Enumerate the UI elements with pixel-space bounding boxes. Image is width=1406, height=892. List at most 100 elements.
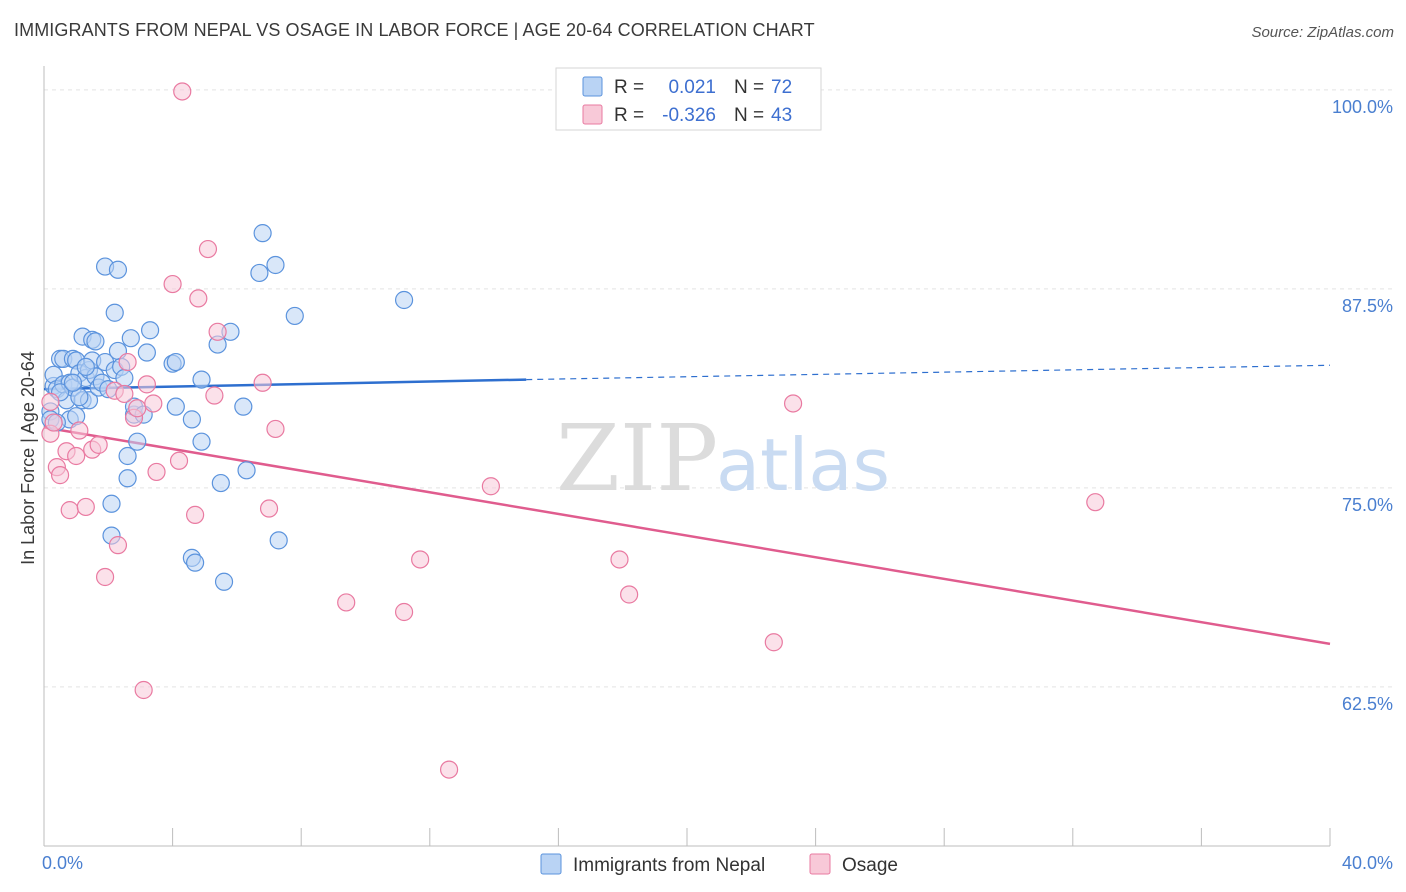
point-osage [764,633,783,652]
legend-label: Osage [842,855,898,876]
point-osage [337,593,356,612]
legend-label: Immigrants from Nepal [573,855,765,876]
point-nepal [105,303,124,322]
point-nepal [186,553,205,572]
point-nepal [234,397,253,416]
legend-top: R = 0.021 N = 72 R = -0.326 N = 43 [555,67,822,131]
legend-n-value: 72 [771,77,792,98]
legend-swatch [809,853,831,875]
y-tick-label: 75.0% [1342,495,1393,515]
chart-title: IMMIGRANTS FROM NEPAL VS OSAGE IN LABOR … [14,20,815,40]
point-osage [173,82,192,101]
point-nepal [266,255,285,275]
legend-n-label: N = [734,77,764,98]
point-osage [1086,493,1105,512]
point-osage [163,274,182,294]
legend-r-value: 0.021 [668,77,716,98]
legend-swatch [540,853,562,875]
point-osage [259,499,279,518]
axes [43,66,1331,847]
x-tick-label-first: 0.0% [42,853,83,873]
legend-bottom: Immigrants from Nepal Osage [540,853,898,876]
legend-r-label: R = [614,77,644,98]
point-nepal [250,263,269,283]
point-nepal [63,373,83,392]
legend-r-label: R = [614,105,644,126]
point-osage [108,536,128,555]
trend-line-osage [43,426,1331,646]
point-osage [208,322,227,341]
watermark-zip: ZIP [556,405,718,512]
point-osage [186,505,205,524]
point-osage [411,550,430,569]
legend-r-value: -0.326 [662,105,716,126]
point-nepal [118,469,137,488]
point-nepal [269,531,288,550]
x-tick-label-last: 40.0% [1342,853,1393,873]
point-osage [89,435,108,454]
point-nepal [214,572,234,591]
point-nepal [102,494,121,513]
point-nepal [285,306,304,326]
point-nepal [128,432,147,451]
point-osage [253,373,272,392]
point-osage [205,386,224,405]
trend-line-nepal-extension [526,364,1331,381]
gridlines [44,89,1392,688]
point-nepal [237,461,256,480]
x-tick-labels: 0.0% 40.0% [42,853,1393,873]
point-osage [70,421,89,440]
y-tick-label: 100.0% [1332,97,1393,117]
point-osage [144,394,163,413]
point-osage [394,602,414,622]
point-nepal [166,352,185,372]
point-nepal [182,410,201,429]
point-nepal [137,343,156,362]
point-osage [439,760,459,779]
point-nepal [253,224,272,243]
point-osage [118,352,137,372]
point-osage [198,239,218,259]
point-nepal [121,329,140,348]
watermark: ZIP atlas [556,405,890,512]
point-osage [44,413,63,432]
point-osage [620,585,639,604]
point-osage [266,419,285,439]
point-osage [115,384,134,404]
point-osage [189,289,208,308]
point-osage [41,392,60,411]
watermark-atlas: atlas [716,423,890,507]
point-nepal [140,321,160,340]
chart-source: Source: ZipAtlas.com [1251,24,1394,41]
point-osage [169,451,189,470]
point-osage [783,394,803,413]
point-osage [610,550,629,569]
point-osage [76,497,95,517]
y-tick-labels: 100.0% 87.5% 75.0% 62.5% [1332,97,1393,714]
point-nepal [76,357,95,376]
point-osage [147,462,166,482]
point-osage [481,477,500,496]
point-osage [137,375,156,394]
point-osage [134,680,153,700]
y-tick-label: 62.5% [1342,694,1393,714]
legend-n-value: 43 [771,105,792,126]
point-nepal [211,473,230,493]
point-osage [95,567,115,587]
y-axis-label: In Labor Force | Age 20-64 [18,351,38,565]
point-osage [60,501,79,520]
point-osage [128,399,147,418]
point-osage [50,466,70,485]
point-nepal [192,432,211,451]
point-osage [67,446,86,466]
legend-n-label: N = [734,105,764,126]
point-nepal [108,260,128,279]
point-nepal [118,446,137,466]
y-tick-label: 87.5% [1342,296,1393,316]
legend-swatch [582,76,603,97]
point-nepal [192,370,211,389]
point-nepal [394,290,414,310]
point-nepal [86,332,105,351]
point-nepal [166,397,185,416]
